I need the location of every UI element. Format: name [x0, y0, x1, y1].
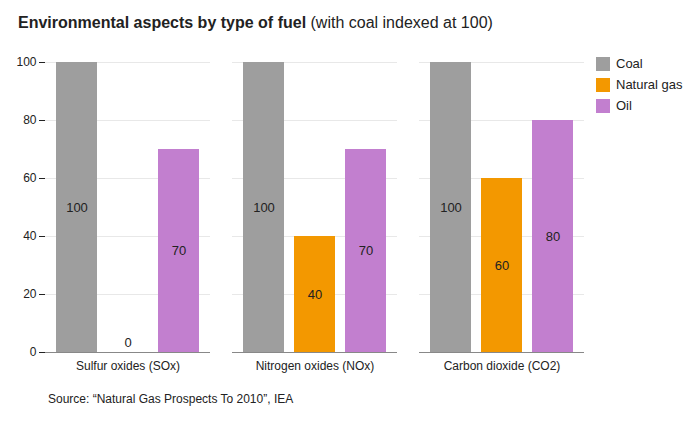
svg-text:100: 100	[253, 200, 275, 215]
svg-text:0: 0	[124, 335, 131, 350]
svg-text:Carbon dioxide (CO2): Carbon dioxide (CO2)	[444, 359, 561, 373]
svg-text:Nitrogen oxides (NOx): Nitrogen oxides (NOx)	[256, 359, 375, 373]
svg-text:70: 70	[359, 243, 373, 258]
html-text:Oil: Oil	[616, 98, 632, 113]
svg-text:40: 40	[308, 287, 322, 302]
svg-text:40: 40	[23, 229, 37, 243]
svg-text:0: 0	[30, 345, 37, 359]
svg-text:100: 100	[66, 200, 88, 215]
svg-text:80: 80	[23, 113, 37, 127]
svg-text:70: 70	[172, 243, 186, 258]
svg-text:20: 20	[23, 287, 37, 301]
svg-text:80: 80	[546, 229, 560, 244]
html-text:Environmental aspects by type: Environmental aspects by type of fuel (w…	[18, 14, 493, 31]
html-text:Natural gas: Natural gas	[616, 77, 683, 92]
svg-text:60: 60	[23, 171, 37, 185]
html-text:Coal: Coal	[616, 56, 643, 71]
svg-text:100: 100	[16, 55, 36, 69]
svg-text:60: 60	[495, 258, 509, 273]
svg-text:100: 100	[440, 200, 462, 215]
html-text:Source: “Natural Gas Prospects: Source: “Natural Gas Prospects To 2010”,…	[48, 392, 294, 406]
svg-text:Sulfur oxides (SOx): Sulfur oxides (SOx)	[76, 359, 180, 373]
